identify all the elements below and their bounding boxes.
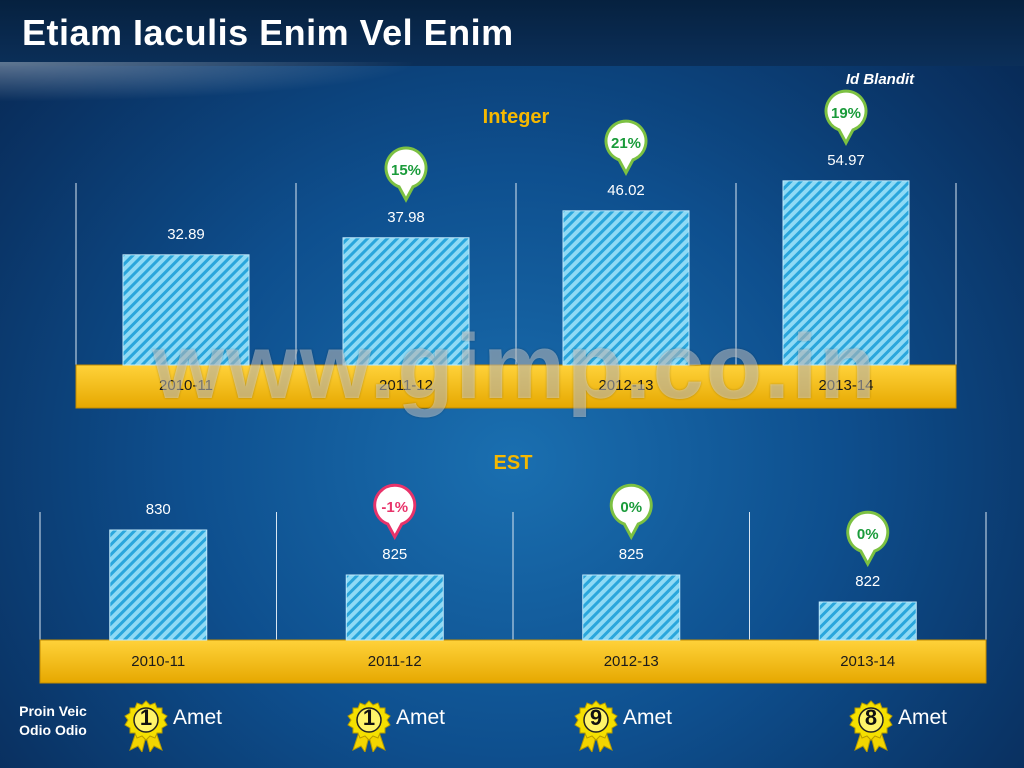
- chart-1-tick-label-1: 2011-12: [368, 653, 422, 670]
- award-text-3: Amet: [898, 706, 948, 729]
- chart-1-bar-2: [582, 574, 681, 641]
- chart-1-growth-bubble-2-shape: [609, 483, 653, 541]
- chart-1-growth-bubble-2-label: 0%: [620, 499, 642, 516]
- chart-0-growth-bubble-2-label: 21%: [611, 135, 641, 152]
- chart-1-tick-label-0: 2010-11: [131, 653, 185, 670]
- medal-icon: [124, 700, 168, 754]
- award-2: [572, 700, 620, 754]
- chart-1-growth-bubble-1-shape: [373, 483, 417, 541]
- title-glow: [0, 62, 420, 102]
- award-3: [847, 700, 895, 754]
- award-rank-0: 1: [139, 705, 153, 730]
- chart-0-base-band: [75, 364, 957, 409]
- medal-icon: [574, 700, 618, 754]
- chart-0-growth-bubble-2: 21%: [604, 119, 648, 176]
- chart-0-value-label-1: 37.98: [387, 209, 425, 226]
- chart-0-tick-label-2: 2012-13: [598, 377, 653, 394]
- chart-0-bar-1: [342, 237, 470, 366]
- chart-title-est: EST: [493, 452, 533, 474]
- chart-0-value-label-2: 46.02: [607, 182, 645, 199]
- chart-0-growth-bubble-1-shape: [384, 146, 428, 203]
- award-text-2: Amet: [623, 706, 673, 729]
- title-bar: [0, 0, 1024, 66]
- chart-0-growth-bubble-1-label: 15%: [391, 162, 421, 179]
- chart-0-growth-bubble-2-shape: [604, 119, 648, 176]
- chart-1-growth-bubble-1: -1%: [373, 483, 417, 541]
- chart-1-bar-1: [345, 574, 444, 641]
- chart-0-bar-2: [562, 210, 690, 366]
- chart-1-growth-bubble-3-label: 0%: [857, 526, 879, 543]
- chart-1-growth-bubble-3-shape: [846, 510, 890, 568]
- award-rank-3: 8: [864, 705, 878, 730]
- chart-0-value-label-0: 32.89: [167, 226, 205, 243]
- chart-0-tick-label-0: 2010-11: [159, 377, 213, 394]
- award-1: [345, 700, 393, 754]
- award-0: [122, 700, 170, 754]
- chart-0-bar-0: [122, 254, 250, 366]
- chart-1-bar-0: [109, 529, 208, 641]
- corner-note: Id Blandit: [845, 71, 915, 88]
- chart-1-bar-3: [818, 601, 917, 641]
- award-text-0: Amet: [173, 706, 223, 729]
- chart-1-value-label-2: 825: [619, 546, 644, 563]
- chart-title-integer: Integer: [482, 106, 550, 128]
- chart-1-value-label-3: 822: [855, 573, 880, 590]
- page-title: Etiam Iaculis Enim Vel Enim: [22, 12, 514, 53]
- award-text-1: Amet: [396, 706, 446, 729]
- chart-0-tick-label-3: 2013-14: [818, 377, 873, 394]
- chart-0-bar-3: [782, 180, 910, 366]
- medal-icon: [347, 700, 391, 754]
- chart-1-growth-bubble-1-label: -1%: [381, 499, 408, 516]
- chart-1-base-band: [39, 639, 987, 684]
- chart-0-growth-bubble-3: 19%: [824, 89, 868, 147]
- chart-0-value-label-3: 54.97: [827, 152, 865, 169]
- chart-0-growth-bubble-1: 15%: [384, 146, 428, 203]
- chart-1-value-label-0: 830: [146, 501, 171, 518]
- award-rank-1: 1: [362, 705, 376, 730]
- chart-1-tick-label-2: 2012-13: [604, 653, 659, 670]
- award-rank-2: 9: [589, 705, 603, 730]
- chart-1-tick-label-3: 2013-14: [840, 653, 895, 670]
- chart-0-growth-bubble-3-shape: [824, 89, 868, 147]
- chart-0-growth-bubble-3-label: 19%: [831, 105, 861, 122]
- chart-1-value-label-1: 825: [382, 546, 407, 563]
- chart-0-tick-label-1: 2011-12: [379, 377, 433, 394]
- medal-icon: [849, 700, 893, 754]
- chart-1-growth-bubble-2: 0%: [609, 483, 653, 541]
- chart-1-growth-bubble-3: 0%: [846, 510, 890, 568]
- footer-label: Proin Veic Odio Odio: [19, 703, 87, 738]
